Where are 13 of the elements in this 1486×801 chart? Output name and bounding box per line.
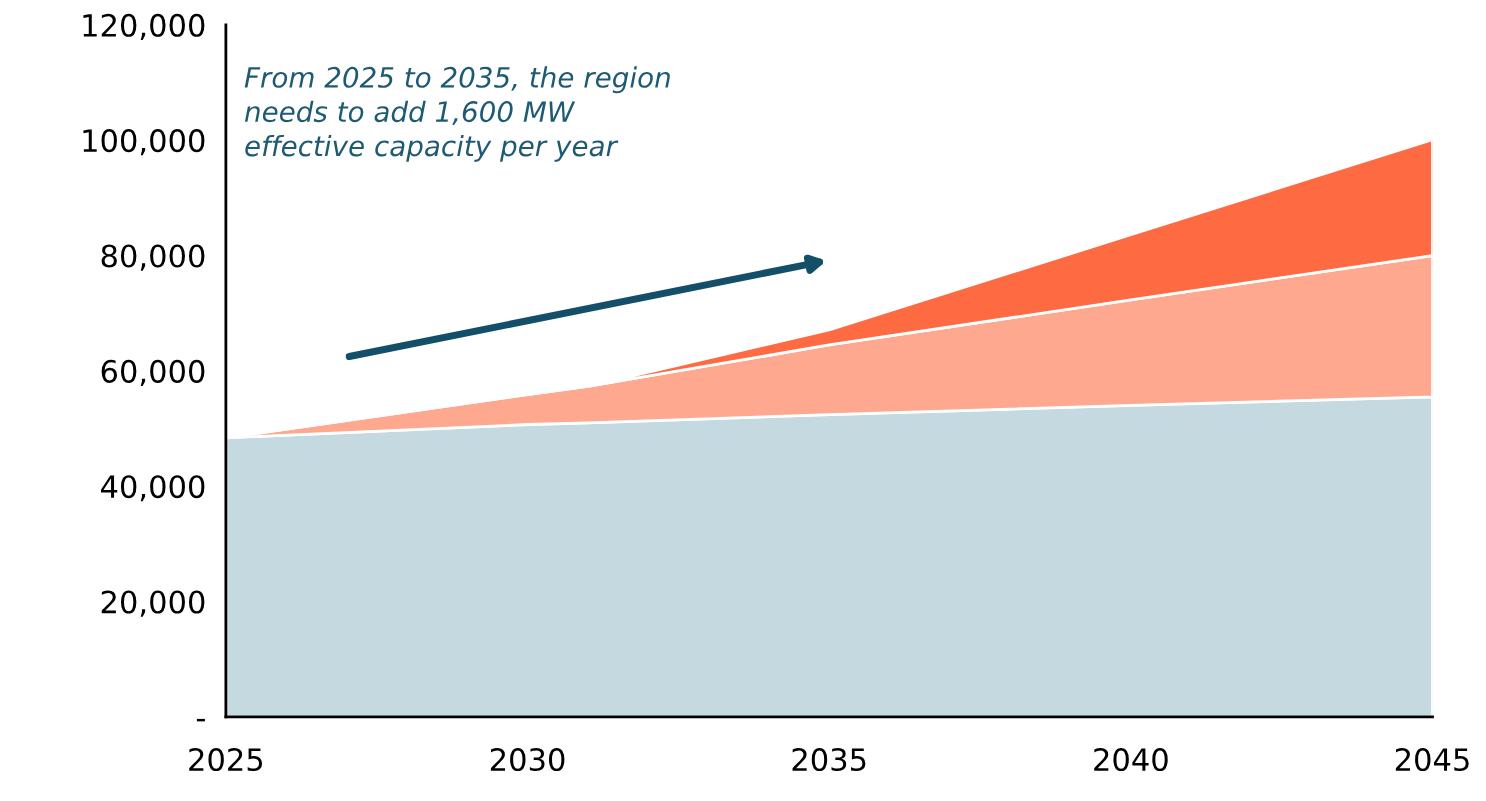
y-tick-label: 80,000 [101,244,205,271]
x-tick-label: 2035 [792,747,866,772]
y-tick-label: 120,000 [83,13,205,40]
y-tick-label: 20,000 [101,590,205,617]
y-tick-label: 60,000 [101,359,205,387]
x-tick-label: 2040 [1094,747,1168,772]
x-tick-label: 2030 [490,747,565,772]
y-tick-label: - [196,718,205,722]
x-tick-label: 2045 [1395,747,1469,772]
x-tick-label: 2025 [189,747,263,772]
annotation: From 2025 to 2035, the region needs to add 1,600 MW effective capacity per year [244,66,670,162]
y-tick-label: 100,000 [83,129,205,156]
y-tick-label: 40,000 [101,475,205,502]
